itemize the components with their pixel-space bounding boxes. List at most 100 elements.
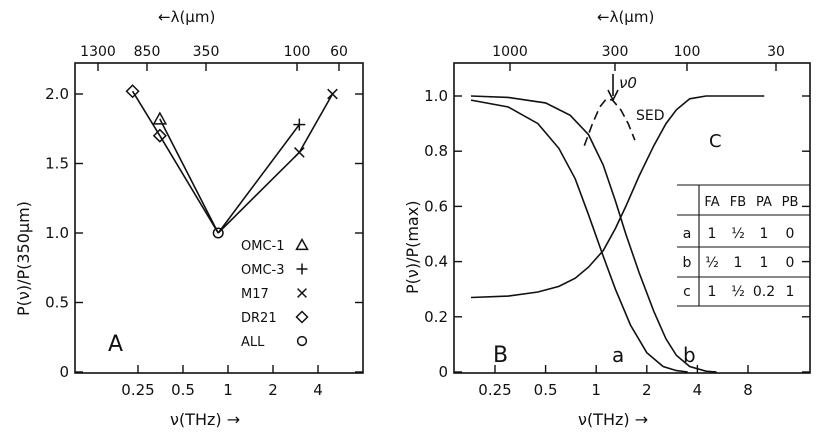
legend-marker-dr21 xyxy=(295,310,309,324)
panel-a: ←λ(μm) 1300 850 350 100 60 0 0.5 1.0 1.5 2.0 0.2… xyxy=(14,8,364,429)
y-tick-label: 2.0 xyxy=(45,85,69,103)
table-cell: 0 xyxy=(786,226,795,242)
panel-b-curve-labels: a b C xyxy=(612,131,722,367)
panel-b-y-ticks: 0 0.2 0.4 0.6 0.8 1.0 xyxy=(424,87,810,381)
curve-label-b: b xyxy=(683,343,696,367)
top-tick-label: 300 xyxy=(602,44,629,60)
table-cell: b xyxy=(683,255,692,271)
series-line-omc-3 xyxy=(217,124,300,234)
table-cell: 1 xyxy=(760,226,769,242)
panel-b-axes xyxy=(453,62,811,374)
curve-label-a: a xyxy=(612,343,624,367)
legend-label: OMC-3 xyxy=(241,263,285,278)
panel-a-top-tick-labels: 1300 850 350 100 60 xyxy=(80,44,348,71)
panel-b-curves xyxy=(470,95,765,373)
y-tick-label: 1.5 xyxy=(45,155,69,173)
x-tick-label: 1 xyxy=(591,381,601,399)
table-cell: ½ xyxy=(705,255,719,271)
panel-b-x-ticks: 0.25 0.5 1 2 4 8 xyxy=(478,365,753,399)
table-cell: 1 xyxy=(786,284,795,300)
panel-a-x-axis-label: ν(THz) → xyxy=(170,410,240,429)
data-point-omc-3 xyxy=(293,118,306,131)
panel-a-series-lines xyxy=(131,90,334,234)
table-cell: 0.2 xyxy=(753,284,775,300)
top-tick-label: 100 xyxy=(284,44,311,60)
top-tick-label: 350 xyxy=(193,44,220,60)
panel-a-label: A xyxy=(108,332,123,357)
curve-label-c: C xyxy=(709,131,722,152)
table-cell: ½ xyxy=(731,226,745,242)
data-point-m17 xyxy=(293,147,305,158)
y-tick-label: 0 xyxy=(438,363,448,381)
top-tick-label: 1000 xyxy=(492,44,528,60)
legend-label: DR21 xyxy=(241,311,277,326)
nu0-label: ν0 xyxy=(619,74,637,92)
panel-b-x-axis-label: ν(THz) → xyxy=(578,410,648,429)
table-cell: a xyxy=(683,226,692,242)
legend-marker-all xyxy=(296,335,308,347)
legend-label: ALL xyxy=(241,335,265,350)
top-tick-label: 30 xyxy=(767,44,785,60)
panel-b-parameter-table: FA FB PA PBa 1 ½ 1 0b ½ 1 1 0c 1 ½ 0.2 1 xyxy=(677,184,810,307)
x-tick-label: 8 xyxy=(743,381,753,399)
x-tick-label: 1 xyxy=(223,381,233,399)
table-cell: 1 xyxy=(734,255,743,271)
top-tick-label: 850 xyxy=(134,44,161,60)
panel-b-top-axis-label: ←λ(μm) xyxy=(597,8,654,26)
curve-sed xyxy=(583,97,636,146)
table-header-cell: PB xyxy=(782,195,799,210)
y-tick-label: 1.0 xyxy=(45,224,69,242)
data-point-m17 xyxy=(327,88,338,100)
panel-a-x-ticks: 0.25 0.5 1 2 4 xyxy=(121,365,323,399)
legend-label: M17 xyxy=(241,287,269,302)
table-cell: ½ xyxy=(731,284,745,300)
series-line-omc-1 xyxy=(159,118,219,234)
panel-b-label: B xyxy=(493,343,508,368)
table-cell: 1 xyxy=(760,255,769,271)
sed-label: SED xyxy=(636,108,665,124)
x-tick-label: 0.25 xyxy=(478,381,511,399)
top-tick-label: 60 xyxy=(330,44,348,60)
data-point-dr21 xyxy=(125,84,140,99)
panel-a-y-axis-label: P(ν)/P(350μm) xyxy=(14,201,33,316)
panel-b-top-tick-labels: 1000 300 100 30 xyxy=(492,44,785,71)
legend-label: OMC-1 xyxy=(241,239,285,254)
panel-a-markers xyxy=(125,84,338,239)
series-line-m17 xyxy=(217,93,334,234)
table-cell: 1 xyxy=(708,226,717,242)
y-tick-label: 0.6 xyxy=(424,197,448,215)
curve-a xyxy=(470,99,688,373)
table-header-cell: FA xyxy=(704,195,719,210)
y-tick-label: 0.8 xyxy=(424,142,448,160)
nu0-arrow-head xyxy=(607,89,619,102)
table-cell: 1 xyxy=(708,284,717,300)
data-point-all xyxy=(212,227,224,239)
curve-c xyxy=(470,95,765,299)
y-tick-label: 0.4 xyxy=(424,253,448,271)
legend-marker-omc-1 xyxy=(295,237,309,251)
x-tick-label: 0.25 xyxy=(121,381,154,399)
legend-marker-m17 xyxy=(297,288,307,298)
top-tick-label: 100 xyxy=(674,44,701,60)
x-tick-label: 0.5 xyxy=(534,381,558,399)
legend-marker-omc-3 xyxy=(296,263,308,275)
y-tick-label: 1.0 xyxy=(424,87,448,105)
y-tick-label: 0.5 xyxy=(45,294,69,312)
x-tick-label: 2 xyxy=(268,381,278,399)
x-tick-label: 0.5 xyxy=(171,381,195,399)
series-line-dr21 xyxy=(131,90,219,234)
panel-b-frame xyxy=(453,62,811,374)
panel-a-y-ticks: 0 0.5 1.0 1.5 2.0 xyxy=(45,85,363,381)
x-tick-label: 4 xyxy=(313,381,323,399)
panel-b-y-axis-label: P(ν)/P(max) xyxy=(403,201,422,294)
table-cell: c xyxy=(683,284,691,300)
x-tick-label: 4 xyxy=(693,381,703,399)
table-header-cell: FB xyxy=(730,195,746,210)
y-tick-label: 0 xyxy=(59,363,69,381)
data-point-omc-1 xyxy=(152,111,168,125)
x-tick-label: 2 xyxy=(642,381,652,399)
curve-b xyxy=(470,95,717,373)
table-cell: 0 xyxy=(786,255,795,271)
table-header-cell: PA xyxy=(756,195,772,210)
